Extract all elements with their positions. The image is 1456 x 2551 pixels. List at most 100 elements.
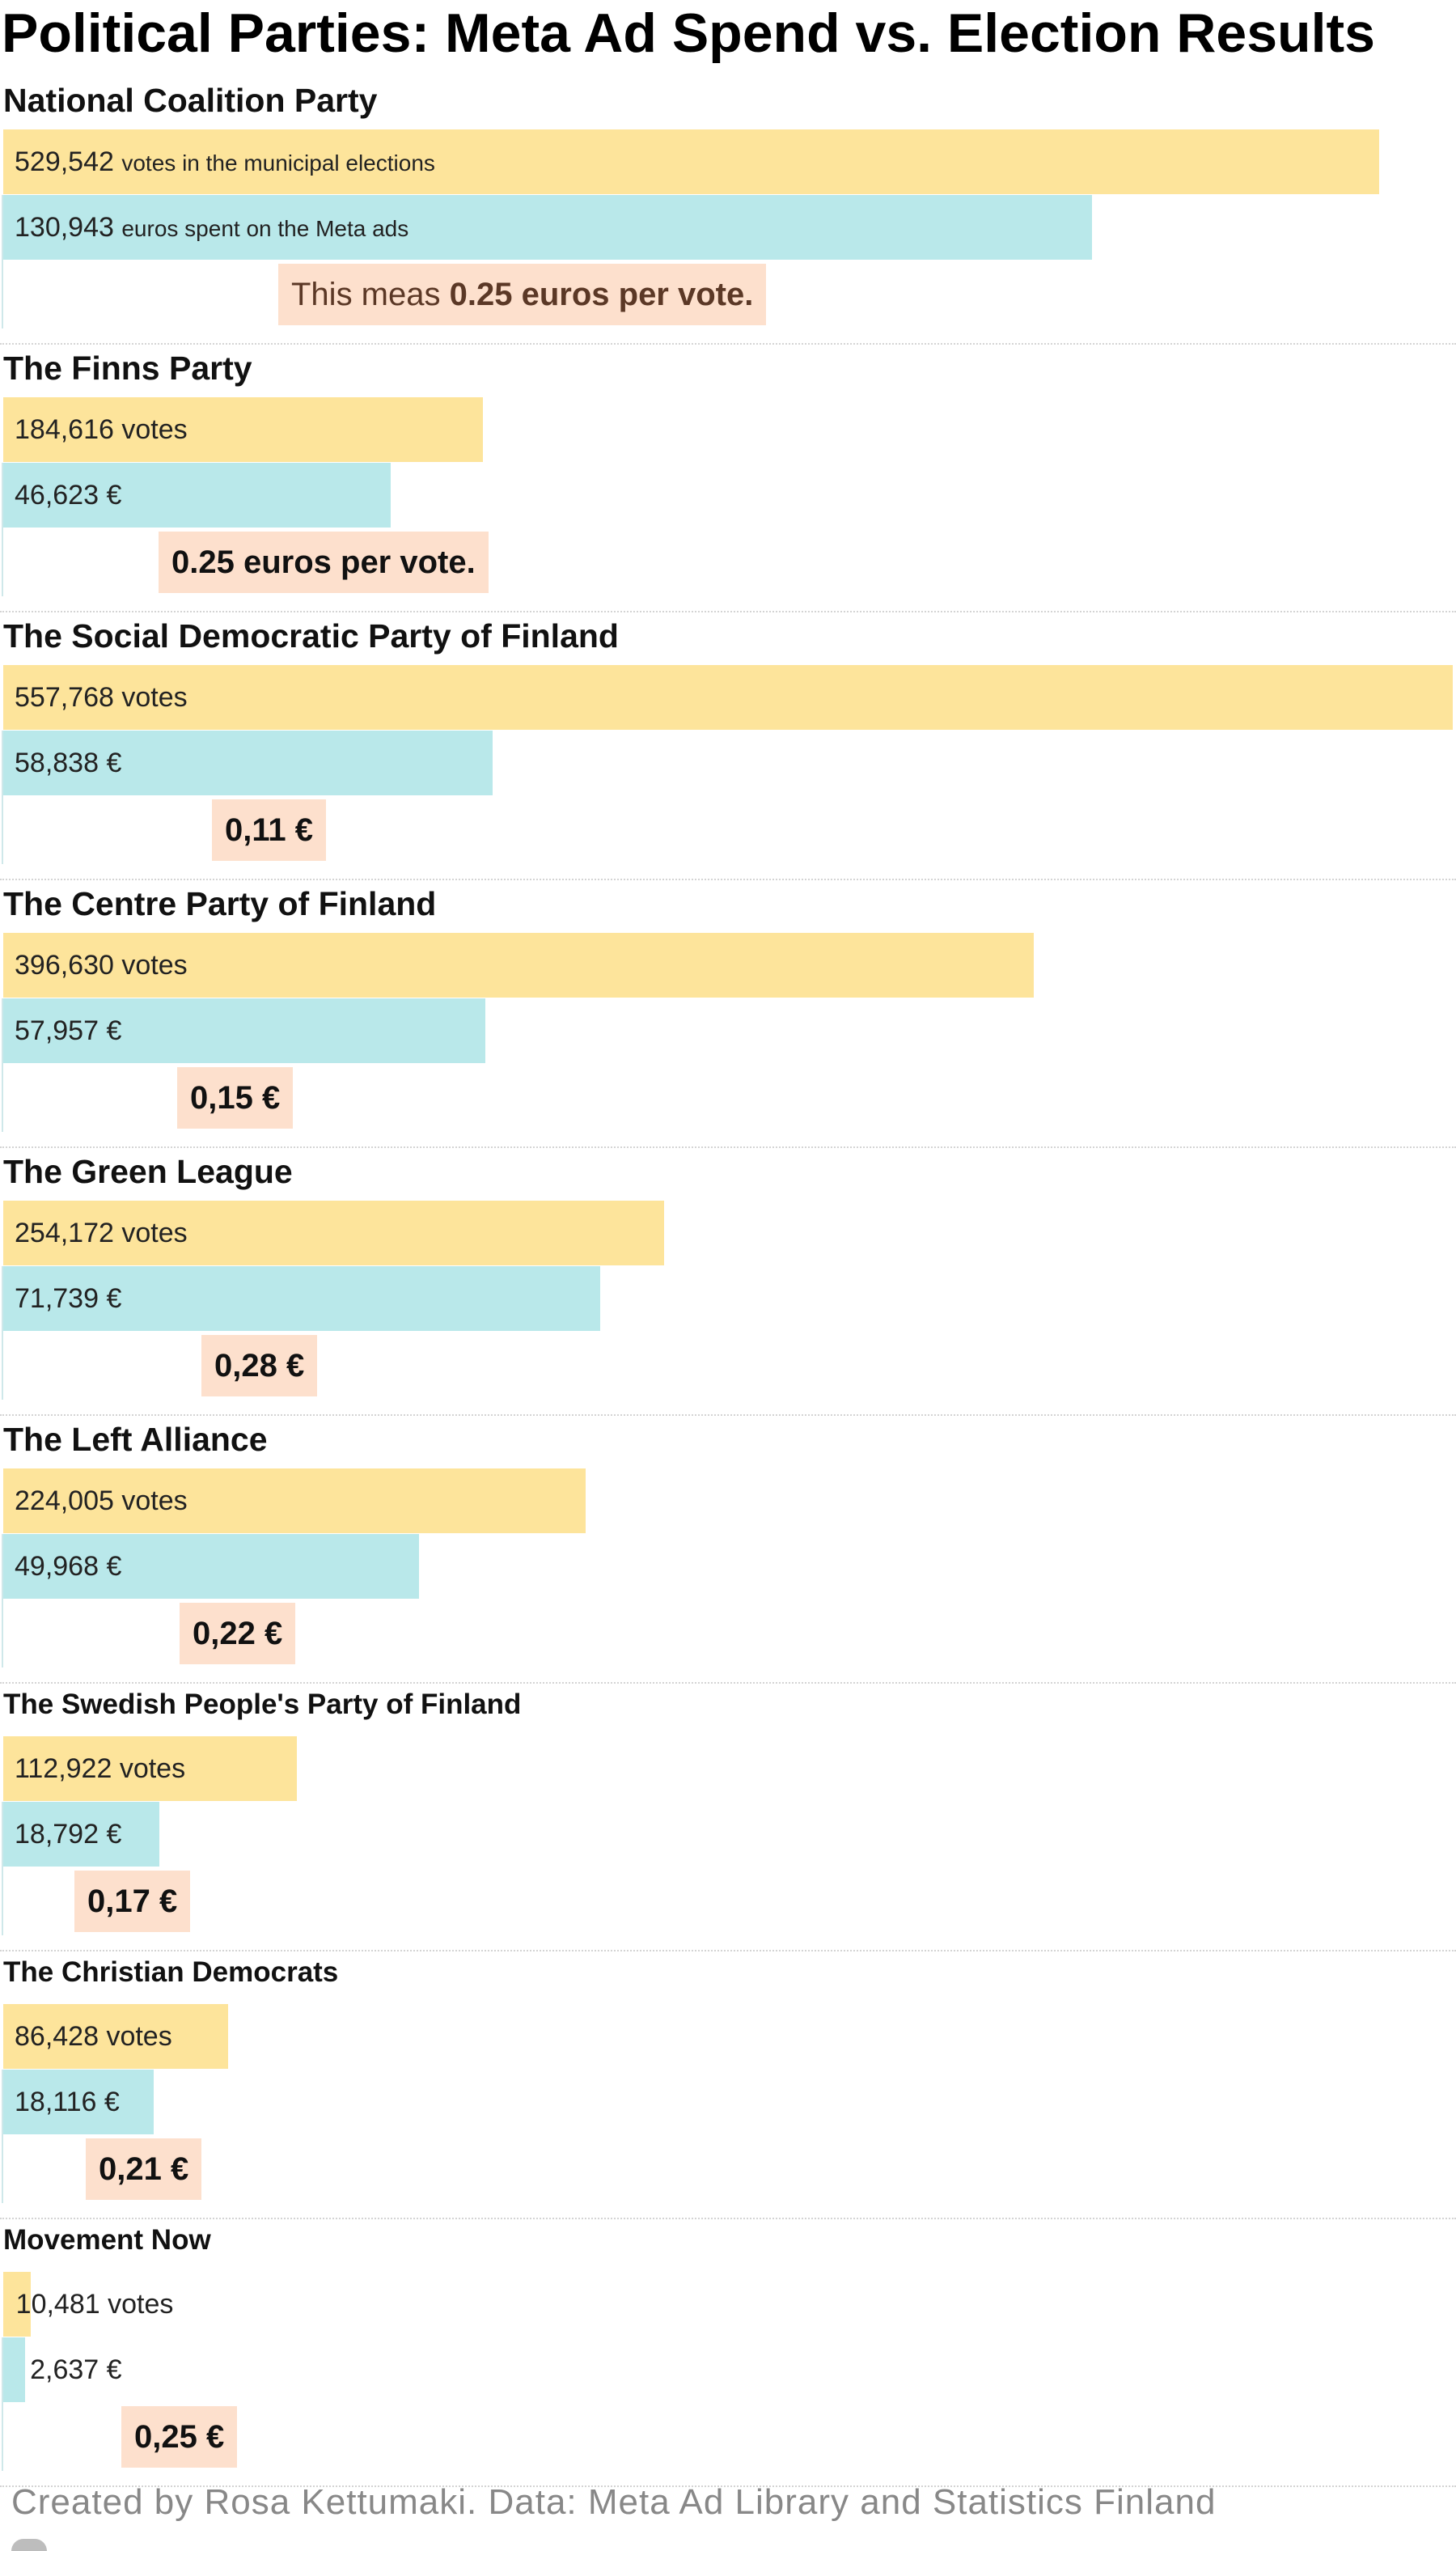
- cost-per-vote-value: 0,25 €: [134, 2419, 225, 2455]
- votes-label: 184,616 votes: [15, 397, 188, 462]
- cost-per-vote-box: This meas 0.25 euros per vote.: [278, 264, 767, 325]
- row-divider: [0, 2485, 1456, 2487]
- cost-per-vote-box: 0,28 €: [201, 1335, 318, 1396]
- votes-label: 86,428 votes: [15, 2004, 172, 2069]
- row-divider: [0, 1682, 1456, 1684]
- spend-label-value: 18,116 €: [15, 2087, 120, 2117]
- row-divider: [0, 1146, 1456, 1148]
- chart-title: Political Parties: Meta Ad Spend vs. Ele…: [2, 2, 1375, 64]
- party-name: The Christian Democrats: [3, 1956, 339, 1988]
- cost-per-vote-value: 0,17 €: [87, 1884, 178, 1919]
- votes-label: 224,005 votes: [15, 1468, 188, 1533]
- spend-bar: [3, 2070, 154, 2134]
- party-row: National Coalition Party 529,542 votes in…: [0, 77, 1456, 345]
- guide-line: [2, 2070, 3, 2203]
- party-name: National Coalition Party: [3, 82, 378, 119]
- spend-label: 71,739 €: [15, 1266, 121, 1331]
- spend-label: 49,968 €: [15, 1534, 121, 1599]
- spend-label: 2,637 €: [30, 2337, 121, 2402]
- spend-label: 57,957 €: [15, 998, 121, 1063]
- party-name: The Finns Party: [3, 350, 252, 387]
- spend-label-value: 57,957 €: [15, 1015, 122, 1046]
- spend-label: 18,116 €: [15, 2070, 120, 2134]
- cost-per-vote-value: 0.25 euros per vote.: [449, 277, 754, 312]
- row-divider: [0, 879, 1456, 880]
- party-name: Movement Now: [3, 2224, 211, 2256]
- party-list: National Coalition Party 529,542 votes in…: [0, 77, 1456, 2487]
- cost-per-vote-box: 0,17 €: [74, 1871, 191, 1932]
- spend-label-value: 130,943: [15, 212, 114, 243]
- votes-label: 112,922 votes: [15, 1736, 185, 1801]
- spend-bar: [3, 195, 1093, 260]
- cost-per-vote-box: 0,25 €: [121, 2406, 238, 2468]
- spend-bar: [3, 463, 392, 528]
- row-divider: [0, 611, 1456, 612]
- party-row: The Green League 254,172 votes 71,739 € 0,2…: [0, 1148, 1456, 1416]
- votes-label-value: 112,922 votes: [15, 1753, 186, 1784]
- votes-bar: [3, 1736, 297, 1801]
- guide-line: [2, 1266, 3, 1400]
- cost-per-vote-value: 0,11 €: [225, 812, 314, 848]
- party-name: The Green League: [3, 1153, 293, 1190]
- party-row: The Centre Party of Finland 396,630 votes…: [0, 880, 1456, 1148]
- party-row: The Social Democratic Party of Finland 55…: [0, 612, 1456, 880]
- votes-label-value: 224,005 votes: [15, 1485, 188, 1516]
- party-name: The Social Democratic Party of Finland: [3, 617, 619, 655]
- cost-per-vote-box: 0,15 €: [177, 1067, 294, 1129]
- party-row: The Finns Party 184,616 votes 46,623 € 0.25…: [0, 345, 1456, 612]
- votes-label: 396,630 votes: [15, 933, 188, 998]
- row-divider: [0, 343, 1456, 345]
- party-row: Movement Now 10,481 votes 2,637 € 0,25 €: [0, 2219, 1456, 2487]
- row-divider: [0, 2218, 1456, 2219]
- cost-per-vote-value: 0,15 €: [190, 1080, 281, 1116]
- spend-label-value: 71,739 €: [15, 1283, 122, 1314]
- spend-label-value: 18,792 €: [15, 1819, 122, 1850]
- source-credit: Created by Rosa Kettumaki. Data: Meta Ad…: [11, 2482, 1217, 2522]
- spend-label-value: 49,968 €: [15, 1551, 122, 1582]
- spend-label-value: 58,838 €: [15, 748, 122, 778]
- spend-label-value: 2,637 €: [30, 2354, 122, 2385]
- votes-bar: [3, 1468, 586, 1533]
- party-row: The Swedish People's Party of Finland 112…: [0, 1684, 1456, 1951]
- spend-bar: [3, 1802, 160, 1867]
- spend-bar: [3, 2337, 26, 2402]
- votes-label-value: 529,542: [15, 146, 114, 177]
- party-name: The Left Alliance: [3, 1421, 268, 1458]
- votes-label-suffix: votes in the municipal elections: [121, 150, 435, 176]
- votes-label: 254,172 votes: [15, 1201, 188, 1265]
- votes-label-value: 86,428 votes: [15, 2021, 172, 2052]
- cost-per-vote-value: 0.25 euros per vote.: [171, 545, 476, 580]
- brand-logo-icon: [11, 2539, 47, 2551]
- cost-per-vote-value: 0,22 €: [193, 1616, 283, 1651]
- cost-per-vote-prefix: This meas: [291, 277, 441, 312]
- votes-label: 529,542 votes in the municipal elections: [15, 129, 435, 194]
- cost-per-vote-value: 0,28 €: [214, 1348, 305, 1384]
- guide-line: [2, 998, 3, 1132]
- votes-label: 557,768 votes: [15, 665, 188, 730]
- guide-line: [2, 2337, 3, 2471]
- votes-bar: [3, 397, 484, 462]
- spend-label: 130,943 euros spent on the Meta ads: [15, 195, 408, 260]
- votes-bar: [3, 1201, 664, 1265]
- votes-label-value: 254,172 votes: [15, 1218, 188, 1248]
- spend-bar: [3, 731, 493, 795]
- spend-bar: [3, 998, 485, 1063]
- votes-label-value: 184,616 votes: [15, 414, 188, 445]
- cost-per-vote-value: 0,21 €: [99, 2151, 189, 2187]
- spend-label: 46,623 €: [15, 463, 121, 528]
- guide-line: [2, 1534, 3, 1667]
- votes-bar: [3, 129, 1380, 194]
- votes-label-value: 396,630 votes: [15, 950, 188, 981]
- spend-label: 58,838 €: [15, 731, 121, 795]
- guide-line: [2, 731, 3, 864]
- party-row: The Left Alliance 224,005 votes 49,968 € 0,…: [0, 1416, 1456, 1684]
- spend-bar: [3, 1266, 600, 1331]
- spend-label-value: 46,623 €: [15, 480, 122, 511]
- spend-label-suffix: euros spent on the Meta ads: [121, 216, 409, 241]
- votes-bar: [3, 2004, 228, 2069]
- cost-per-vote-box: 0,22 €: [180, 1603, 296, 1664]
- row-divider: [0, 1950, 1456, 1951]
- guide-line: [2, 1802, 3, 1935]
- votes-bar: [3, 665, 1453, 730]
- votes-label: 10,481 votes: [16, 2272, 174, 2337]
